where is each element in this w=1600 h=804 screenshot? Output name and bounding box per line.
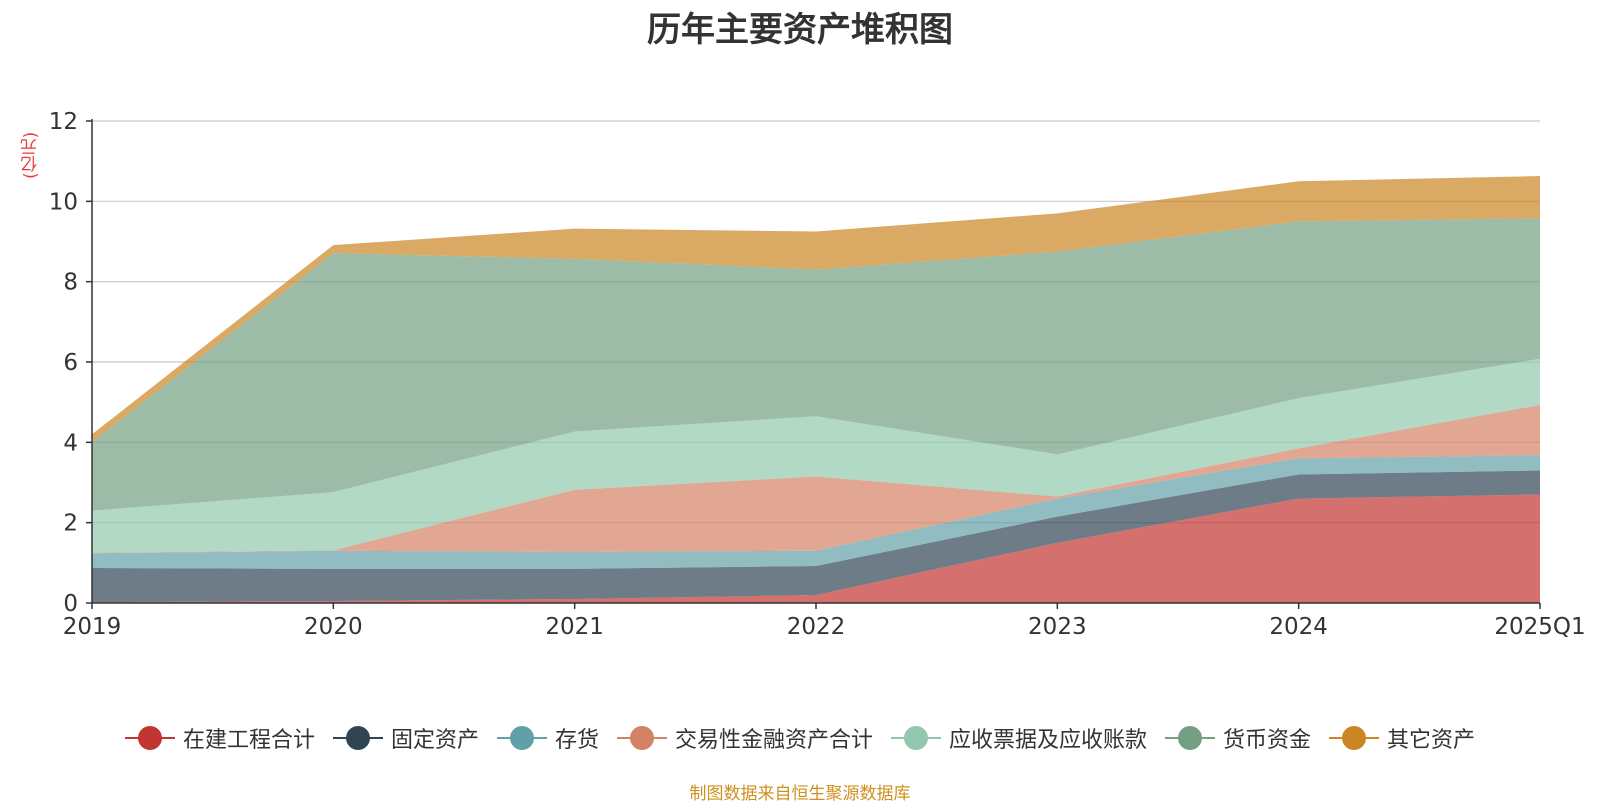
- legend-marker-dot: [1178, 726, 1203, 750]
- y-tick-label: 4: [63, 430, 78, 456]
- y-tick-label: 2: [63, 511, 78, 537]
- legend-item[interactable]: 货币资金: [1165, 722, 1311, 754]
- legend-label: 在建工程合计: [182, 728, 315, 753]
- area-series-1: [92, 494, 1540, 603]
- legend-marker-icon: [496, 725, 547, 751]
- legend-marker-dot: [629, 726, 654, 750]
- area-series-6: [92, 218, 1540, 511]
- legend-label: 固定资产: [390, 728, 479, 753]
- legend-item[interactable]: 固定资产: [332, 722, 479, 754]
- legend-marker-dot: [904, 726, 928, 750]
- area-series-5: [92, 358, 1540, 553]
- y-tick-label: 10: [49, 189, 78, 215]
- legend-label: 存货: [554, 728, 599, 753]
- area-series-7: [92, 176, 1540, 443]
- chart-title: 历年主要资产堆积图: [647, 10, 953, 50]
- y-tick-label: 6: [63, 350, 78, 376]
- x-tick-label: 2025Q1: [1494, 614, 1585, 640]
- y-tick-label: 8: [63, 270, 78, 296]
- y-tick-label: 12: [49, 109, 78, 135]
- legend-label: 货币资金: [1223, 728, 1312, 753]
- x-tick-label: 2020: [304, 614, 363, 640]
- x-tick-label: 2024: [1269, 614, 1328, 640]
- legend-label: 交易性金融资产合计: [674, 728, 873, 753]
- legend-marker-icon: [891, 725, 941, 751]
- legend-item[interactable]: 其它资产: [1329, 722, 1475, 754]
- axes: [86, 119, 1541, 609]
- legend-item[interactable]: 存货: [496, 722, 599, 754]
- area-series-3: [92, 455, 1540, 569]
- x-tick-label: 2023: [1028, 614, 1087, 640]
- x-tick-label: 2022: [787, 614, 846, 640]
- x-tick-label: 2021: [545, 614, 604, 640]
- x-tick-label: 2019: [63, 614, 122, 640]
- legend-marker-icon: [616, 725, 667, 751]
- area-series-layer: [92, 176, 1540, 603]
- legend-item[interactable]: 交易性金融资产合计: [616, 722, 873, 754]
- legend-label: 其它资产: [1387, 728, 1476, 753]
- legend: 在建工程合计 固定资产 存货 交易性金融资产合计 应收票据及应收账款 货币资金 其它资产: [0, 720, 1600, 756]
- legend-marker-dot: [509, 726, 534, 750]
- area-series-2: [92, 470, 1540, 603]
- legend-marker-icon: [332, 725, 383, 751]
- y-tick-label: 0: [63, 591, 78, 617]
- source-note: 制图数据来自恒生聚源数据库: [689, 784, 911, 804]
- tick-labels: 0 2 4 6 8 10 12 2019 2020 2021 2022 2023 2024 2025Q1: [49, 109, 1586, 640]
- legend-label: 应收票据及应收账款: [949, 728, 1148, 753]
- legend-item[interactable]: 应收票据及应收账款: [891, 722, 1147, 754]
- legend-marker-dot: [345, 726, 370, 750]
- legend-marker-dot: [1342, 726, 1367, 750]
- legend-marker-icon: [124, 725, 175, 751]
- area-series-4: [92, 404, 1540, 554]
- legend-marker-dot: [137, 726, 162, 750]
- legend-item[interactable]: 在建工程合计: [124, 722, 315, 754]
- legend-marker-icon: [1165, 725, 1216, 751]
- legend-marker-icon: [1329, 725, 1380, 751]
